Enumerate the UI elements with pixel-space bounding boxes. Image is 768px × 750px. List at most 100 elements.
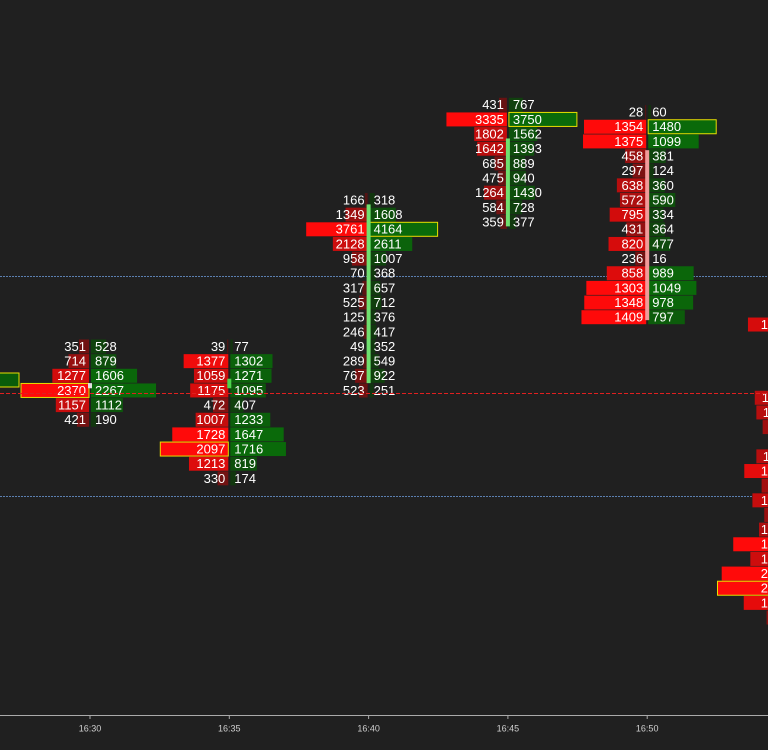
- bid-bar: [761, 478, 768, 493]
- ask-value: 1099: [652, 134, 681, 149]
- ask-value: 4164: [374, 222, 403, 237]
- bid-bar: [474, 127, 507, 142]
- ask-value: 1007: [374, 251, 403, 266]
- ask-value: 797: [652, 310, 674, 325]
- bid-value: 330: [204, 471, 226, 486]
- bid-value: 259: [761, 581, 768, 596]
- ask-value: 477: [652, 236, 674, 251]
- ask-value: 16: [652, 251, 666, 266]
- ask-value: 1606: [95, 368, 124, 383]
- bid-value: 199: [761, 537, 768, 552]
- bid-value: 421: [64, 412, 86, 427]
- ask-bar: [369, 339, 376, 354]
- bid-value: 858: [621, 266, 643, 281]
- ask-bar: [648, 266, 694, 281]
- bid-value: 714: [64, 354, 86, 369]
- bid-bar: [752, 493, 768, 508]
- bid-value: 28: [629, 105, 643, 120]
- ask-value: 728: [513, 200, 535, 215]
- bid-bar: [644, 105, 647, 120]
- ask-bar: [508, 127, 538, 142]
- bid-value: 359: [482, 214, 504, 229]
- ask-bar: [648, 236, 671, 251]
- bid-bar: [345, 207, 368, 222]
- bid-bar: [499, 97, 507, 112]
- bid-bar: [78, 339, 89, 354]
- bid-bar: [632, 163, 647, 178]
- x-tick-label: 16:45: [497, 723, 520, 733]
- bid-bar: [733, 537, 768, 552]
- bid-value: 117: [762, 390, 768, 405]
- bid-value: 2128: [336, 236, 365, 251]
- ask-value: 377: [513, 214, 535, 229]
- bid-value: 297: [621, 163, 643, 178]
- bid-value: 1375: [614, 134, 643, 149]
- ask-value: 1271: [234, 368, 263, 383]
- ask-bar: [91, 354, 117, 369]
- ask-value: 1430: [513, 185, 542, 200]
- bid-bar: [68, 354, 89, 369]
- ask-bar: [230, 456, 257, 471]
- bid-bar: [362, 354, 368, 369]
- bid-value: 49: [350, 339, 364, 354]
- x-tick-label: 16:30: [79, 723, 102, 733]
- bid-value: 1348: [614, 295, 643, 310]
- ask-bar: [91, 412, 97, 427]
- ask-bar: [230, 354, 273, 369]
- ask-value: 417: [374, 324, 396, 339]
- bid-bar: [355, 368, 368, 383]
- bid-bar: [217, 471, 229, 486]
- bid-value: 243: [761, 566, 768, 581]
- bid-bar: [351, 251, 368, 266]
- bid-bar: [756, 405, 768, 420]
- bid-value: 1354: [614, 119, 643, 134]
- bid-bar: [743, 595, 768, 610]
- bid-bar: [188, 456, 229, 471]
- ask-bar: [508, 171, 526, 186]
- bid-value: 3761: [336, 222, 365, 237]
- ask-bar: [508, 185, 535, 200]
- ask-value: 528: [95, 339, 117, 354]
- bid-value: 1059: [196, 368, 225, 383]
- ask-bar: [648, 163, 654, 178]
- ask-bar: [648, 134, 699, 149]
- bid-value: 1349: [336, 207, 365, 222]
- ask-value: 407: [234, 398, 256, 413]
- bid-value: 157: [761, 463, 768, 478]
- ask-bar: [647, 119, 717, 135]
- ask-value: 1049: [652, 280, 681, 295]
- bid-value: 246: [343, 324, 365, 339]
- ask-value: 590: [652, 192, 674, 207]
- bid-bar: [212, 398, 229, 413]
- bid-value: 289: [343, 354, 365, 369]
- bid-bar: [766, 610, 768, 625]
- ask-bar: [648, 222, 665, 237]
- bid-bar: [363, 324, 368, 339]
- bid-bar: [227, 339, 229, 354]
- ask-value: 819: [234, 456, 256, 471]
- bid-bar: [364, 193, 368, 207]
- ask-value: 1716: [234, 441, 263, 456]
- bid-bar: [616, 178, 647, 193]
- ask-value: 1393: [513, 141, 542, 156]
- bid-bar: [365, 310, 368, 325]
- bid-bar: [306, 222, 368, 237]
- ask-bar: [508, 111, 578, 127]
- bid-bar: [762, 420, 768, 435]
- bid-value: 1303: [614, 280, 643, 295]
- bid-value: 523: [343, 383, 365, 398]
- ask-bar: [230, 339, 233, 354]
- bid-value: 166: [343, 192, 365, 207]
- ask-value: 174: [234, 471, 256, 486]
- bid-bar: [608, 236, 647, 251]
- bid-value: 111: [763, 405, 768, 420]
- bid-bar: [754, 390, 768, 405]
- ask-value: 364: [652, 222, 674, 237]
- ask-value: 124: [652, 163, 674, 178]
- ask-value: 376: [374, 310, 396, 325]
- ask-bar: [369, 207, 396, 222]
- bid-bar: [717, 580, 768, 596]
- bid-bar: [764, 507, 768, 522]
- ask-bar: [648, 193, 676, 207]
- bid-value: 1007: [196, 412, 225, 427]
